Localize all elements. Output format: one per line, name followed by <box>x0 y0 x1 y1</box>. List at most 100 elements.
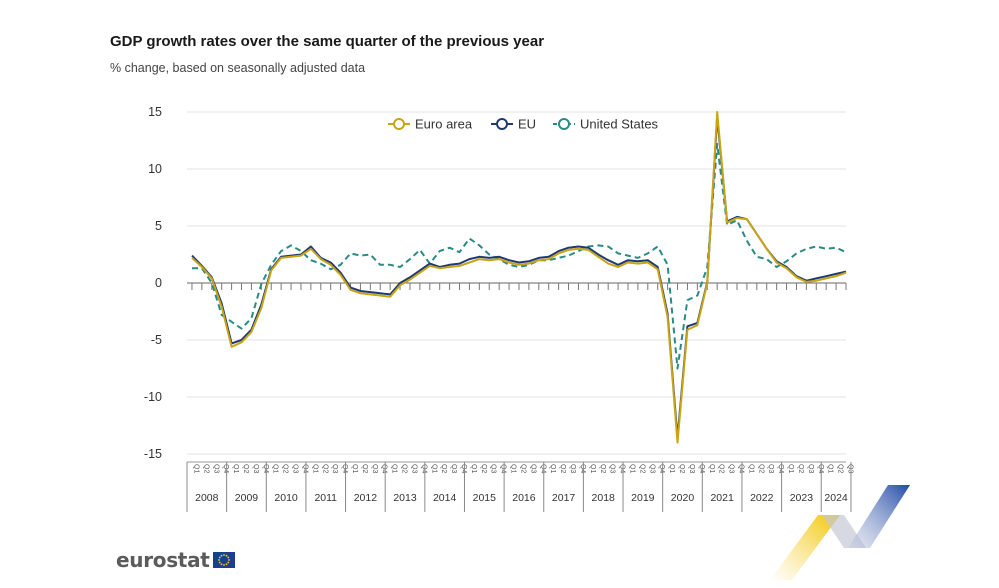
year-label: 2009 <box>235 492 259 504</box>
quarter-label: Q4 <box>381 464 388 473</box>
legend-item-united-states[interactable]: United States <box>553 117 659 132</box>
year-label: 2012 <box>354 492 378 504</box>
y-tick-label: 0 <box>155 276 162 290</box>
quarter-label: Q4 <box>619 464 626 473</box>
y-tick-label: 5 <box>155 219 162 233</box>
legend-label: United States <box>580 117 659 132</box>
quarter-label: Q4 <box>262 464 269 473</box>
quarter-label: Q2 <box>519 464 526 473</box>
y-tick-label: -5 <box>151 333 162 347</box>
quarter-label: Q2 <box>718 464 725 473</box>
legend-marker-icon <box>393 118 405 130</box>
legend[interactable]: Euro area EU United States <box>388 117 659 132</box>
quarter-label: Q3 <box>847 464 854 473</box>
legend-label: EU <box>518 117 536 132</box>
quarter-label: Q2 <box>480 464 487 473</box>
year-label: 2021 <box>710 492 734 504</box>
quarter-label: Q3 <box>371 464 378 473</box>
y-tick-label: 10 <box>148 162 162 176</box>
quarter-label: Q1 <box>628 464 635 473</box>
legend-marker-icon <box>558 118 570 130</box>
quarter-label: Q2 <box>757 464 764 473</box>
year-label: 2018 <box>592 492 616 504</box>
quarter-label: Q4 <box>698 464 705 473</box>
quarter-label: Q3 <box>728 464 735 473</box>
quarter-label: Q1 <box>351 464 358 473</box>
year-label: 2023 <box>790 492 814 504</box>
quarter-label: Q2 <box>678 464 685 473</box>
series-line-eu <box>191 115 847 439</box>
y-tick-label: -15 <box>144 447 162 461</box>
quarter-label: Q3 <box>767 464 774 473</box>
quarter-label: Q2 <box>797 464 804 473</box>
quarter-label: Q1 <box>470 464 477 473</box>
quarter-label: Q1 <box>311 464 318 473</box>
year-label: 2016 <box>512 492 536 504</box>
quarter-label: Q3 <box>252 464 259 473</box>
year-label: 2011 <box>314 492 337 504</box>
legend-item-eu[interactable]: EU <box>491 117 536 132</box>
quarter-label: Q4 <box>539 464 546 473</box>
legend-label: Euro area <box>415 117 473 132</box>
quarter-label: Q1 <box>747 464 754 473</box>
year-label: 2022 <box>750 492 774 504</box>
year-label: 2015 <box>473 492 497 504</box>
quarter-label: Q2 <box>321 464 328 473</box>
quarter-label: Q4 <box>341 464 348 473</box>
year-label: 2010 <box>274 492 298 504</box>
year-label: 2014 <box>433 492 457 504</box>
y-tick-label: 15 <box>148 105 162 119</box>
quarter-label: Q2 <box>282 464 289 473</box>
quarter-label: Q1 <box>430 464 437 473</box>
quarter-label: Q1 <box>589 464 596 473</box>
quarter-label: Q1 <box>391 464 398 473</box>
quarter-label: Q2 <box>401 464 408 473</box>
logo-text: eurostat <box>116 548 210 572</box>
chart-subtitle: % change, based on seasonally adjusted d… <box>110 61 366 75</box>
quarter-label: Q1 <box>668 464 675 473</box>
quarter-label: Q2 <box>202 464 209 473</box>
quarter-label: Q3 <box>410 464 417 473</box>
quarter-label: Q4 <box>777 464 784 473</box>
quarter-label: Q3 <box>807 464 814 473</box>
series-line-euro-area <box>191 111 847 444</box>
quarter-label: Q3 <box>529 464 536 473</box>
quarter-label: Q2 <box>837 464 844 473</box>
y-tick-label: -10 <box>144 390 162 404</box>
quarter-label: Q3 <box>490 464 497 473</box>
year-label: 2019 <box>631 492 655 504</box>
quarter-label: Q3 <box>292 464 299 473</box>
grid-layer <box>187 111 846 455</box>
eurostat-logo: eurostat <box>116 548 235 572</box>
quarter-label: Q3 <box>331 464 338 473</box>
quarter-label: Q2 <box>242 464 249 473</box>
quarter-label: Q3 <box>212 464 219 473</box>
quarter-label: Q2 <box>440 464 447 473</box>
year-label: 2024 <box>824 492 848 504</box>
quarter-label: Q3 <box>450 464 457 473</box>
quarter-label: Q1 <box>510 464 517 473</box>
quarter-label: Q3 <box>648 464 655 473</box>
quarter-label: Q1 <box>232 464 239 473</box>
quarter-label: Q1 <box>549 464 556 473</box>
quarter-label: Q1 <box>192 464 199 473</box>
quarter-label: Q1 <box>787 464 794 473</box>
year-label: 2017 <box>552 492 576 504</box>
year-label: 2020 <box>671 492 695 504</box>
quarter-label: Q4 <box>817 464 824 473</box>
chart-title: GDP growth rates over the same quarter o… <box>110 33 545 50</box>
quarter-label: Q4 <box>579 464 586 473</box>
series-layer <box>191 111 847 444</box>
eu-flag-icon <box>212 552 235 568</box>
quarter-label: Q4 <box>737 464 744 473</box>
quarter-label: Q2 <box>559 464 566 473</box>
quarter-label: Q4 <box>301 464 308 473</box>
quarter-label: Q2 <box>638 464 645 473</box>
legend-item-euro-area[interactable]: Euro area <box>388 117 473 132</box>
quarter-label: Q4 <box>460 464 467 473</box>
quarter-label: Q4 <box>500 464 507 473</box>
quarter-label: Q4 <box>420 464 427 473</box>
legend-marker-icon <box>496 118 508 130</box>
